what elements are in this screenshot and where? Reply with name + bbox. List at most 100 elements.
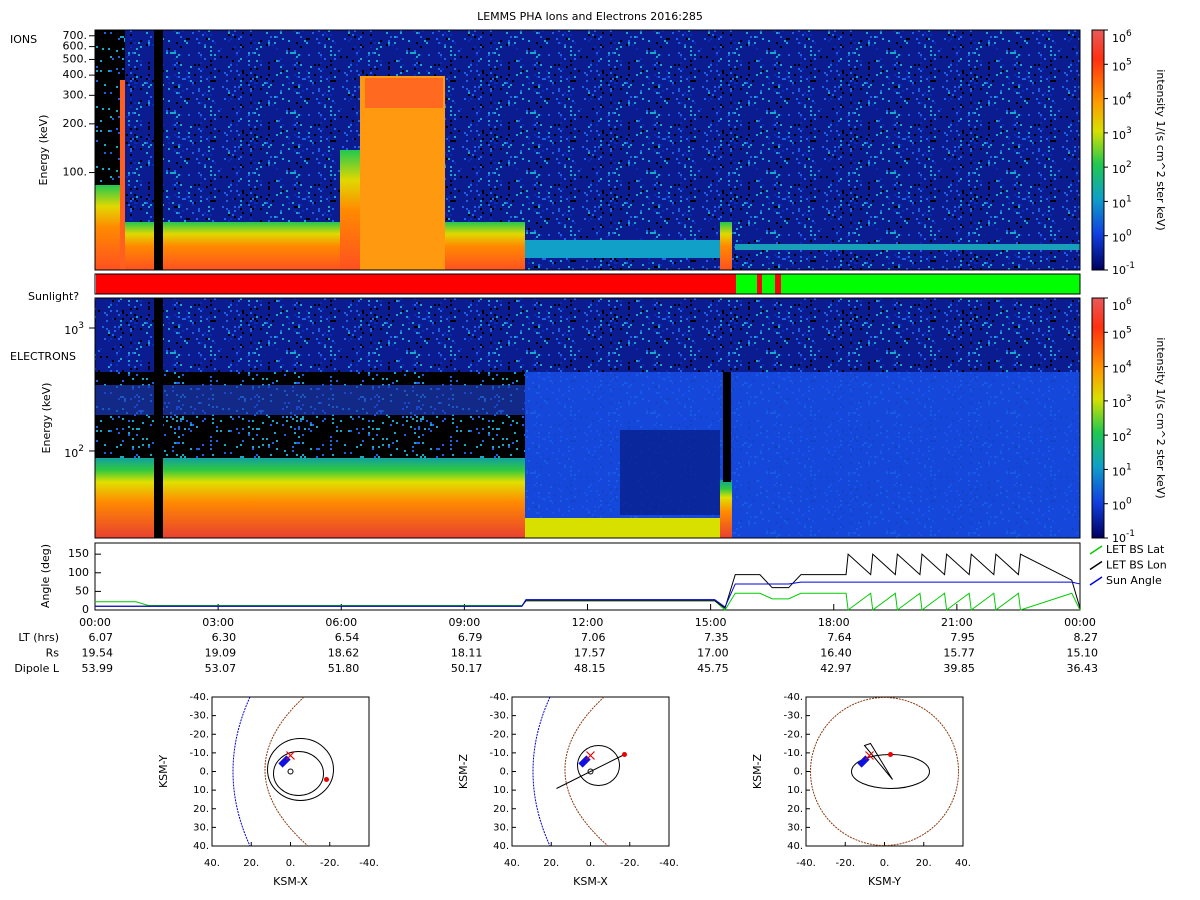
angle-frame	[94, 542, 1081, 611]
tick-exponent: 1	[1126, 194, 1132, 204]
tick-base: 10	[1112, 32, 1126, 45]
orbit-plots: 40. 20. 0. -20. -40. -40. -30. -20. -10. 0. 10. 20.…	[157, 692, 971, 888]
position	[324, 777, 329, 782]
band	[525, 240, 725, 258]
gap	[723, 372, 731, 482]
position	[622, 752, 627, 757]
ephemeris-value: 15.10	[1067, 647, 1099, 660]
bow-shock	[564, 696, 609, 847]
saturn	[287, 768, 294, 775]
tick-exponent: 5	[1126, 325, 1132, 335]
y-tick-label: -40.	[189, 692, 209, 703]
band	[340, 150, 362, 270]
tick-base: 10	[1112, 465, 1126, 478]
x-tick-label: 12:00	[572, 616, 604, 629]
x-tick-label: 20.	[243, 858, 259, 869]
tick-base: 10	[1112, 397, 1126, 410]
y-tick-label: 500.	[63, 52, 88, 65]
sunlight-bar	[94, 273, 1081, 295]
tick-exponent: -1	[1126, 261, 1135, 271]
panel-label: ELECTRONS	[10, 350, 76, 363]
y-tick-label: -20.	[189, 729, 209, 740]
ephemeris-value: 19.09	[205, 647, 237, 660]
tick-base: 10	[1112, 197, 1126, 210]
y-tick-label: -30.	[489, 711, 509, 722]
tick-label: 102	[1112, 160, 1132, 177]
orbit	[863, 742, 893, 780]
legend-label: LET BS Lat	[1106, 543, 1165, 556]
ephemeris-value: 6.30	[212, 631, 237, 644]
x-tick-label: 09:00	[449, 616, 481, 629]
y-tick-label: 20.	[493, 804, 509, 815]
title: LEMMS PHA Ions and Electrons 2016:285	[477, 10, 703, 23]
ephemeris-value: 6.54	[335, 631, 360, 644]
band	[735, 244, 1080, 250]
x-tick-label: 0.	[586, 858, 596, 869]
start-marker	[586, 751, 595, 760]
x-tick-label: 20.	[916, 858, 932, 869]
tick-exponent: 4	[1126, 91, 1132, 101]
y-tick-label: 0.	[499, 767, 509, 778]
angle-line	[95, 581, 1081, 608]
tick-exponent: 1	[1126, 462, 1132, 472]
frame	[94, 29, 1081, 271]
electrons-spectrogram	[94, 297, 1081, 539]
band	[365, 78, 443, 108]
orbit-frame	[211, 696, 370, 847]
y-tick-label: -30.	[189, 711, 209, 722]
start-marker	[865, 751, 874, 760]
colorbar-label: intensity 1/(s cm^2 ster keV)	[1154, 69, 1167, 230]
x-tick-label: 0.	[286, 858, 296, 869]
x-axis-label: KSM-X	[273, 875, 308, 888]
x-tick-label: 00:00	[79, 616, 111, 629]
y-tick-label: 30.	[493, 822, 509, 833]
tick-exponent: 0	[1126, 228, 1132, 238]
x-tick-label: 20.	[543, 858, 559, 869]
frame	[94, 273, 1081, 295]
x-tick-label: -20.	[620, 858, 640, 869]
y-tick-label: 0.	[793, 767, 803, 778]
y-tick-label: 100.	[63, 166, 88, 179]
ephemeris-value: 7.35	[704, 631, 729, 644]
ephemeris-value: 36.43	[1067, 662, 1099, 675]
ephemeris-value: 15.77	[943, 647, 975, 660]
x-tick-label: 03:00	[202, 616, 234, 629]
ephemeris-value: 17.57	[574, 647, 606, 660]
saturn	[587, 768, 594, 775]
y-tick-label: 10.	[787, 785, 803, 796]
x-tick-label: 15:00	[695, 616, 727, 629]
start-marker	[286, 751, 295, 760]
y-axis-label: Angle (deg)	[39, 544, 52, 608]
tick-label: 100	[1112, 228, 1132, 245]
x-tick-label: -40.	[359, 858, 379, 869]
ephemeris-value: 51.80	[328, 662, 360, 675]
tick-base: 10	[1112, 328, 1126, 341]
x-tick-label: -40.	[659, 858, 679, 869]
colorbar	[1091, 29, 1105, 271]
ephemeris-label: Dipole L	[14, 662, 60, 675]
tick-exponent: 4	[1126, 359, 1132, 369]
tick-exponent: 2	[78, 443, 84, 453]
y-axis-label: KSM-Z	[457, 753, 470, 789]
orbit	[577, 745, 620, 786]
ephemeris-value: 17.00	[697, 647, 729, 660]
ephemeris-value: 45.75	[697, 662, 729, 675]
x-tick-label: 18:00	[818, 616, 850, 629]
tick-exponent: 3	[1126, 125, 1132, 135]
y-tick-label: 150	[68, 547, 89, 560]
tick-label: 101	[1112, 194, 1132, 211]
position	[888, 752, 893, 757]
band	[125, 222, 360, 270]
tick-label: 104	[1112, 91, 1132, 108]
tick-base: 10	[64, 447, 78, 460]
ephemeris-value: 53.99	[82, 662, 114, 675]
x-axis-label: KSM-X	[573, 875, 608, 888]
tick-label: 10-1	[1112, 529, 1135, 546]
y-tick-label: 10.	[193, 785, 209, 796]
tick-base: 10	[1112, 129, 1126, 142]
band	[720, 480, 732, 538]
tick-label: 103	[1112, 393, 1132, 410]
y-tick-label: -40.	[783, 692, 803, 703]
y-tick-label: 20.	[787, 804, 803, 815]
